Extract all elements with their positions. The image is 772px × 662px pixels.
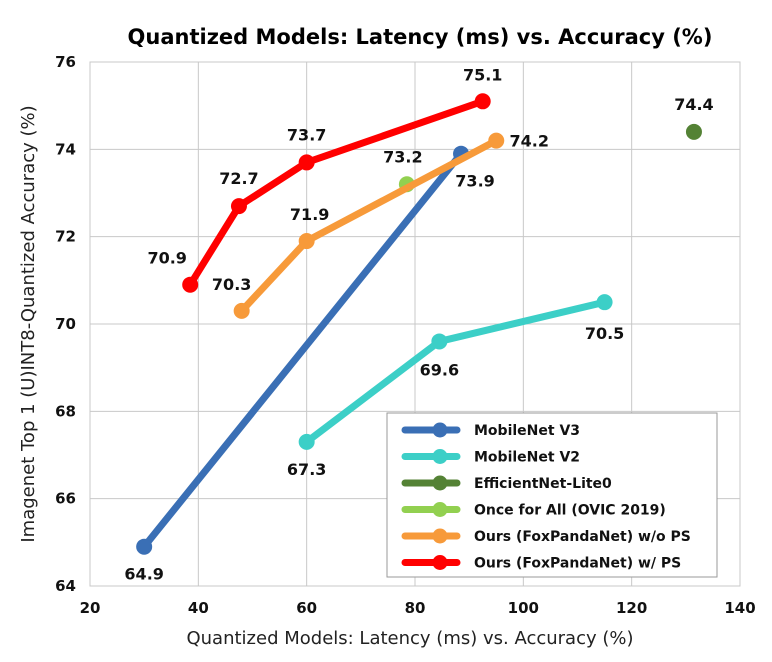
x-tick-label: 40 <box>188 599 209 617</box>
series-line <box>140 150 465 551</box>
data-point <box>230 198 247 215</box>
series-mobilenet-v2 <box>298 294 613 450</box>
x-axis-label: Quantized Models: Latency (ms) vs. Accur… <box>186 628 633 649</box>
data-point <box>685 123 702 140</box>
data-point <box>596 294 613 311</box>
data-point <box>182 276 199 293</box>
y-tick-label: 70 <box>55 315 76 333</box>
data-label: 74.2 <box>510 132 549 151</box>
y-axis-label: Imagenet Top 1 (U)INT8-Quantized Accurac… <box>18 105 39 542</box>
series-line <box>186 97 487 289</box>
plot-area-frame <box>89 61 741 587</box>
x-tick-label: 100 <box>508 599 539 617</box>
y-tick-label: 64 <box>55 577 76 595</box>
legend-swatch-marker <box>432 449 448 464</box>
data-label: 69.6 <box>420 360 459 379</box>
data-point <box>431 333 448 350</box>
data-label: 73.2 <box>383 147 422 166</box>
legend-swatch-marker <box>432 475 448 491</box>
y-tick-label: 76 <box>55 53 76 71</box>
legend-swatch-marker <box>432 502 448 517</box>
data-point <box>233 302 250 319</box>
data-label: 73.9 <box>455 172 494 191</box>
data-label: 74.4 <box>674 95 713 114</box>
data-point <box>298 154 315 171</box>
data-label: 71.9 <box>290 205 329 224</box>
data-label: 70.5 <box>585 324 624 343</box>
legend-entry: MobileNet V3 <box>474 423 580 439</box>
y-tick-label: 74 <box>55 140 76 158</box>
data-label: 67.3 <box>287 460 326 479</box>
data-label: 73.7 <box>287 125 326 144</box>
legend-swatch-marker <box>432 528 448 544</box>
chart-title: Quantized Models: Latency (ms) vs. Accur… <box>128 25 713 49</box>
x-tick-label: 80 <box>405 599 426 617</box>
data-point <box>136 538 153 555</box>
data-label: 75.1 <box>463 65 502 84</box>
data-label: 72.7 <box>219 169 258 188</box>
axis-ticks: 20 40 60 80 100 120 140 64 66 68 70 72 74 76 <box>55 53 756 617</box>
data-label: 70.9 <box>147 249 186 268</box>
series-efficientnet-lite0 <box>685 123 702 140</box>
y-tick-label: 72 <box>55 228 76 246</box>
data-labels: 64.9 73.9 67.3 69.6 70.5 74.4 73.2 70.3 71.9 74.2… <box>124 65 713 583</box>
legend-swatch-marker <box>432 555 448 570</box>
series-ours-foxpandanet-w-ps <box>182 93 491 293</box>
legend-entry: Ours (FoxPandaNet) w/o PS <box>474 529 691 545</box>
legend-box <box>386 412 718 578</box>
y-tick-label: 68 <box>55 402 76 420</box>
legend-entry: Ours (FoxPandaNet) w/ PS <box>474 556 681 572</box>
data-point <box>474 93 491 110</box>
x-tick-label: 60 <box>296 599 317 617</box>
series-ours-foxpandanet-w-o-ps <box>233 132 505 319</box>
y-tick-label: 66 <box>55 490 76 508</box>
legend-entry: Once for All (OVIC 2019) <box>474 503 666 519</box>
data-point <box>298 433 315 450</box>
legend-entry: MobileNet V2 <box>474 450 580 466</box>
series-layer <box>136 93 702 555</box>
legend-swatch-marker <box>432 422 448 438</box>
legend: MobileNet V3 MobileNet V2 EfficientNet-Lit… <box>386 412 718 578</box>
x-tick-label: 120 <box>616 599 647 617</box>
data-point <box>298 233 315 250</box>
x-tick-label: 140 <box>724 599 755 617</box>
data-label: 70.3 <box>212 275 251 294</box>
data-point <box>488 132 505 149</box>
x-tick-label: 20 <box>80 599 101 617</box>
legend-entry: EfficientNet-Lite0 <box>474 476 612 492</box>
series-line <box>238 137 500 315</box>
data-label: 64.9 <box>124 565 163 584</box>
